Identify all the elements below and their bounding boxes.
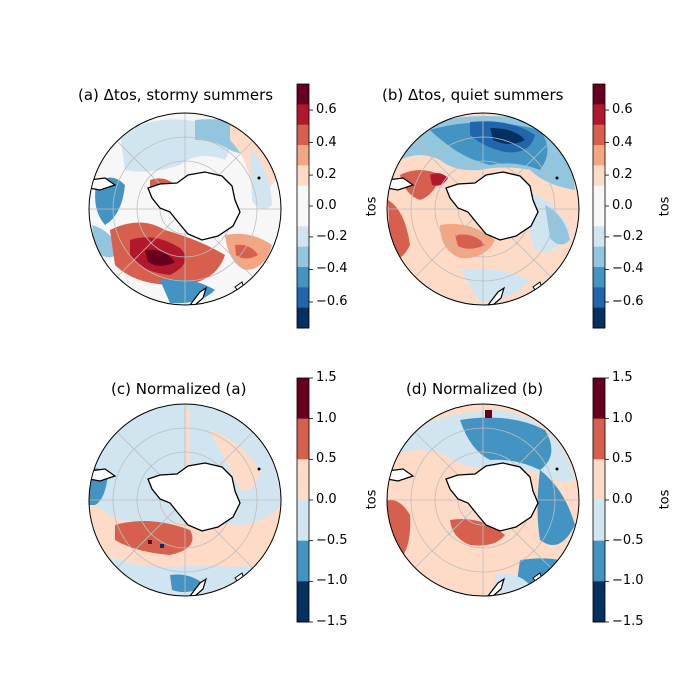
colorbar-tick-label: 1.0 <box>612 410 633 426</box>
colorbar-segment <box>297 84 309 105</box>
colorbar-segment <box>297 459 309 501</box>
colorbar-tick-label: 0.0 <box>612 492 633 507</box>
panel-c-title: (c) Normalized (a) <box>111 380 247 398</box>
colorbar-tick-label: −1.5 <box>612 614 644 629</box>
colorbar-segment <box>593 287 605 309</box>
colorbar-segment <box>593 378 605 420</box>
map-b <box>387 113 579 305</box>
map-c-frame <box>88 403 282 597</box>
colorbar-tick-label: 0.0 <box>316 492 337 507</box>
colorbar-segment <box>593 500 605 542</box>
colorbar-segment <box>297 378 309 420</box>
colorbar-segment <box>593 459 605 501</box>
colorbar-tick-label: −1.5 <box>316 614 348 629</box>
colorbar-d <box>592 377 609 623</box>
colorbar-segment <box>593 104 605 126</box>
colorbar-segment <box>593 540 605 582</box>
colorbar-segment <box>593 145 605 166</box>
colorbar-c <box>296 377 313 623</box>
colorbar-tick-label: −0.2 <box>612 228 644 244</box>
map-d-frame <box>386 403 580 597</box>
colorbar-tick-label: 0.6 <box>316 102 337 118</box>
colorbar-segment <box>297 267 309 288</box>
colorbar-b <box>592 83 609 329</box>
colorbar-tick-label: −0.2 <box>316 228 348 244</box>
colorbar-segment <box>297 287 309 309</box>
colorbar-tick-label: −0.4 <box>316 261 348 277</box>
colorbar-segment <box>593 246 605 268</box>
colorbar-segment <box>593 307 605 329</box>
colorbar-d-label: tos <box>657 489 673 510</box>
colorbar-tick-label: 1.5 <box>316 370 337 385</box>
colorbar-tick-label: −0.5 <box>316 532 348 548</box>
colorbar-segment <box>297 246 309 268</box>
colorbar-segment <box>297 124 309 146</box>
colorbar-segment <box>297 206 309 227</box>
colorbar-tick-label: 0.0 <box>316 198 337 213</box>
colorbar-segment <box>593 226 605 248</box>
map-a <box>89 113 281 305</box>
colorbar-segment <box>297 540 309 582</box>
colorbar-a-label: tos <box>364 196 380 217</box>
colorbar-tick-label: 0.4 <box>612 134 633 150</box>
colorbar-segment <box>593 124 605 146</box>
panel-a-title: (a) Δtos, stormy summers <box>78 86 274 104</box>
map-d <box>387 404 579 596</box>
panel-b-title: (b) Δtos, quiet summers <box>382 86 564 104</box>
colorbar-segment <box>297 104 309 126</box>
colorbar-segment <box>593 581 605 623</box>
colorbar-segment <box>297 500 309 542</box>
colorbar-tick-label: 0.2 <box>612 167 633 183</box>
colorbar-segment <box>297 226 309 248</box>
colorbar-tick-label: 0.5 <box>316 451 337 467</box>
colorbar-c-label: tos <box>364 489 380 510</box>
colorbar-tick-label: 0.0 <box>612 198 633 213</box>
colorbar-tick-label: 0.4 <box>316 134 337 150</box>
colorbar-segment <box>593 165 605 187</box>
colorbar-segment <box>593 267 605 288</box>
colorbar-b-label: tos <box>657 196 673 217</box>
colorbar-tick-label: 0.5 <box>612 451 633 467</box>
colorbar-segment <box>593 84 605 105</box>
colorbar-tick-label: −1.0 <box>612 573 644 589</box>
colorbar-segment <box>297 581 309 623</box>
colorbar-a <box>296 83 313 329</box>
map-a-frame <box>88 112 282 306</box>
map-b-frame <box>386 112 580 306</box>
colorbar-segment <box>297 185 309 207</box>
colorbar-segment <box>593 206 605 227</box>
colorbar-tick-label: −0.5 <box>612 532 644 548</box>
colorbar-tick-label: 1.5 <box>612 370 633 385</box>
colorbar-tick-label: 1.0 <box>316 410 337 426</box>
colorbar-segment <box>297 418 309 460</box>
colorbar-segment <box>297 145 309 166</box>
colorbar-tick-label: 0.2 <box>316 167 337 183</box>
colorbar-segment <box>593 418 605 460</box>
colorbar-tick-label: −0.4 <box>612 261 644 277</box>
colorbar-segment <box>297 165 309 187</box>
colorbar-tick-label: −1.0 <box>316 573 348 589</box>
colorbar-tick-label: −0.6 <box>612 293 644 309</box>
colorbar-tick-label: −0.6 <box>316 293 348 309</box>
panel-d-title: (d) Normalized (b) <box>406 380 544 398</box>
colorbar-segment <box>593 185 605 207</box>
colorbar-segment <box>297 307 309 329</box>
map-c <box>89 404 281 596</box>
colorbar-tick-label: 0.6 <box>612 102 633 118</box>
